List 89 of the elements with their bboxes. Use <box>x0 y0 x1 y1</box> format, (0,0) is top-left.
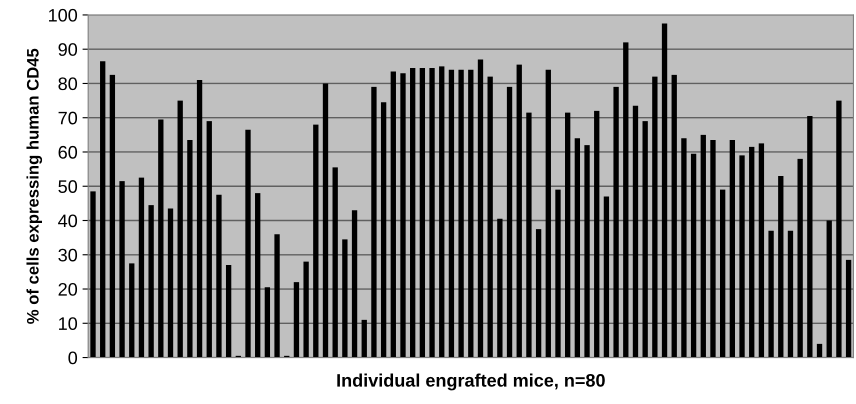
bar <box>778 176 784 358</box>
bar <box>468 70 474 358</box>
bar <box>196 80 202 358</box>
bar <box>681 138 687 358</box>
bar <box>565 112 570 358</box>
bar <box>488 76 493 358</box>
bar <box>313 124 318 358</box>
bar <box>497 218 503 358</box>
bar <box>662 24 668 358</box>
bar <box>274 234 280 358</box>
bar <box>129 263 134 358</box>
bar <box>797 158 803 358</box>
bar <box>768 230 774 358</box>
bar <box>584 145 590 358</box>
bar <box>506 86 512 358</box>
bar <box>439 66 444 358</box>
bar <box>410 68 416 358</box>
bar <box>546 70 551 358</box>
bar <box>700 134 706 358</box>
y-tick-label: 0 <box>68 351 78 364</box>
bar <box>516 64 522 358</box>
bar <box>749 146 754 358</box>
bar <box>710 140 716 358</box>
bar <box>226 265 232 358</box>
bar <box>390 71 396 358</box>
bar <box>168 208 174 358</box>
bar <box>90 191 96 358</box>
y-tick-label: 70 <box>58 112 78 124</box>
bar <box>623 42 628 358</box>
bar <box>429 68 435 358</box>
bar <box>672 74 677 358</box>
y-tick-label: 20 <box>58 282 78 296</box>
bar <box>758 143 764 358</box>
bar <box>119 181 125 358</box>
bar <box>303 262 309 358</box>
bar <box>604 196 610 358</box>
bar <box>594 110 600 358</box>
bar <box>342 239 348 358</box>
bar <box>148 205 154 358</box>
bar <box>380 102 386 358</box>
bar <box>158 119 164 358</box>
bar <box>536 229 542 358</box>
bar <box>322 83 328 358</box>
x-axis-title: Individual engrafted mice, n=80 <box>337 374 605 390</box>
y-axis-title: % of cells expressing human CD45 <box>26 48 42 324</box>
bar <box>420 68 426 358</box>
bar <box>730 140 736 358</box>
y-tick-label: 100 <box>49 8 78 22</box>
bar <box>255 193 260 358</box>
y-tick-label: 50 <box>58 180 78 193</box>
y-tick-label: 60 <box>58 146 78 159</box>
y-tick-label: 90 <box>58 43 78 56</box>
bar <box>187 140 193 358</box>
bar <box>652 76 658 358</box>
bar <box>458 70 464 358</box>
bar <box>632 106 638 358</box>
bar <box>332 167 338 358</box>
bar <box>448 70 454 358</box>
bar <box>788 230 794 358</box>
bar <box>178 100 183 358</box>
y-tick-label: 30 <box>58 248 78 262</box>
bar <box>526 112 532 358</box>
bar <box>555 190 561 358</box>
bar <box>294 282 300 358</box>
bar <box>400 73 406 358</box>
y-tick-label: 80 <box>58 77 78 90</box>
bar <box>836 100 842 358</box>
bar <box>110 74 116 358</box>
y-tick-label: 40 <box>58 214 78 228</box>
bar <box>371 86 377 358</box>
bar <box>362 320 367 358</box>
bar <box>826 220 832 358</box>
bar <box>574 138 580 358</box>
bar <box>690 154 696 358</box>
bar <box>264 287 270 358</box>
bar <box>245 130 251 358</box>
bar <box>478 59 484 358</box>
bar <box>216 194 222 358</box>
bar <box>100 61 106 358</box>
bar <box>352 210 358 358</box>
bar <box>642 121 648 358</box>
bar <box>206 121 212 358</box>
y-tick-label: 10 <box>59 317 78 330</box>
bar <box>613 86 619 358</box>
bar <box>739 155 745 358</box>
bar <box>138 178 144 358</box>
bar <box>807 116 813 358</box>
bar <box>846 260 852 358</box>
bar <box>720 190 726 358</box>
